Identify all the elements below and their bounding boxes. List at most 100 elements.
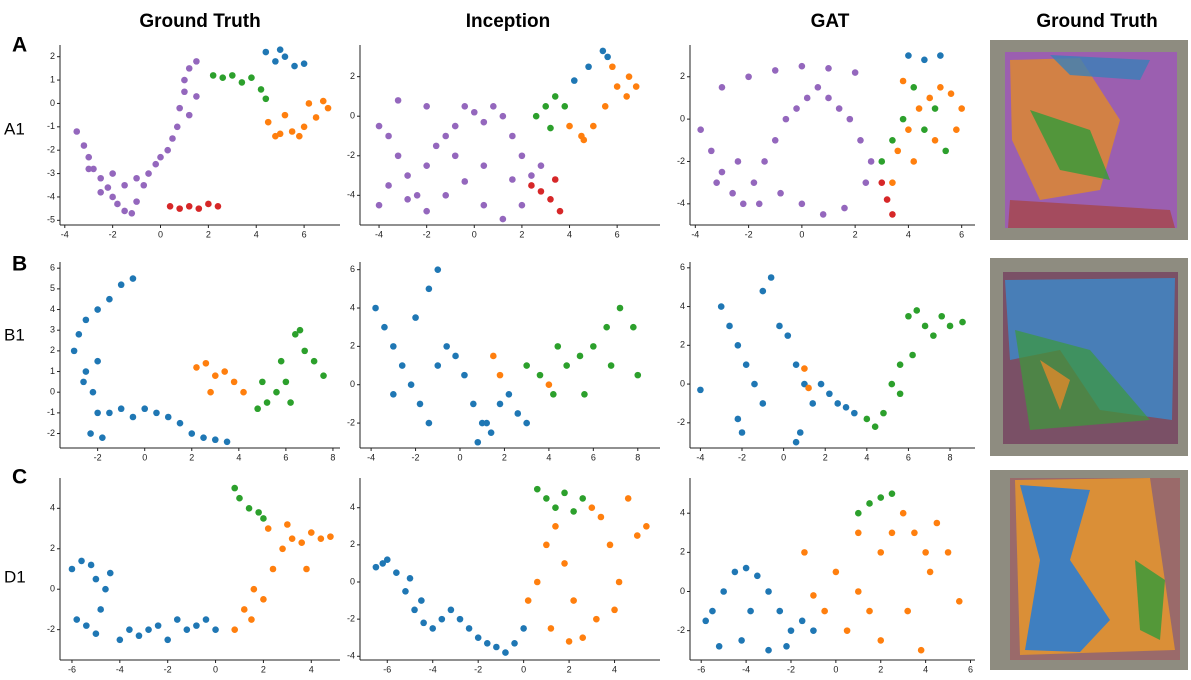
y-tick-label: 0 (50, 387, 55, 397)
point (373, 564, 380, 571)
point (537, 372, 544, 379)
y-tick-label: -2 (347, 417, 355, 427)
point (626, 73, 633, 80)
y-tick-label: -2 (677, 625, 685, 635)
point (932, 137, 939, 144)
point (212, 626, 219, 633)
point (224, 439, 231, 446)
point (93, 630, 100, 637)
point (894, 148, 901, 155)
figure: Ground Truth Inception GAT Ground Truth … (0, 0, 1191, 675)
y-tick-label: -2 (47, 624, 55, 634)
point (768, 274, 775, 281)
point (726, 323, 733, 330)
point (616, 579, 623, 586)
point (926, 95, 933, 102)
y-tick-label: -4 (677, 198, 685, 208)
point (818, 381, 825, 388)
point (395, 97, 402, 104)
y-tick-label: 1 (50, 366, 55, 376)
point (561, 490, 568, 497)
x-tick-label: 0 (799, 229, 804, 239)
point (608, 362, 615, 369)
tissue-image (990, 40, 1188, 240)
point (325, 105, 332, 112)
x-tick-label: -4 (375, 229, 383, 239)
point (602, 103, 609, 110)
point (283, 379, 290, 386)
point (140, 182, 147, 189)
point (97, 606, 104, 613)
point (547, 125, 554, 132)
point (528, 172, 535, 179)
y-tick-label: -1 (47, 121, 55, 131)
point (509, 133, 516, 140)
row-label: D1 (4, 567, 26, 586)
point (607, 542, 614, 549)
point (490, 353, 497, 360)
x-tick-label: -4 (691, 229, 699, 239)
point (880, 410, 887, 417)
point (500, 113, 507, 120)
point (697, 387, 704, 394)
point (311, 358, 318, 365)
point (633, 83, 640, 90)
point (805, 385, 812, 392)
x-tick-label: 4 (923, 664, 928, 674)
point (519, 152, 526, 159)
x-tick-label: 2 (502, 452, 507, 462)
point (229, 72, 236, 79)
point (246, 505, 253, 512)
point (207, 389, 214, 396)
point (130, 414, 137, 421)
point (751, 381, 758, 388)
point (765, 647, 772, 654)
point (442, 192, 449, 199)
point (609, 63, 616, 70)
y-tick-label: 0 (350, 379, 355, 389)
point (581, 137, 588, 144)
y-tick-label: 0 (350, 111, 355, 121)
y-tick-label: 2 (350, 341, 355, 351)
point (474, 439, 481, 446)
x-tick-label: 2 (823, 452, 828, 462)
point (756, 201, 763, 208)
point (877, 549, 884, 556)
point (133, 198, 140, 205)
point (260, 596, 267, 603)
point (751, 179, 758, 186)
point (799, 201, 806, 208)
x-tick-label: 6 (283, 452, 288, 462)
x-tick-label: 0 (213, 664, 218, 674)
point (804, 95, 811, 102)
point (930, 332, 937, 339)
point (889, 179, 896, 186)
x-tick-label: 8 (330, 452, 335, 462)
point (408, 381, 415, 388)
point (708, 148, 715, 155)
point (87, 430, 94, 437)
point (528, 182, 535, 189)
column-title: GAT (811, 11, 850, 32)
point (461, 103, 468, 110)
point (937, 84, 944, 91)
point (385, 182, 392, 189)
point (186, 65, 193, 72)
point (260, 515, 267, 522)
point (296, 133, 303, 140)
point (593, 616, 600, 623)
y-tick-label: 1 (50, 74, 55, 84)
point (71, 348, 78, 355)
point (177, 420, 184, 427)
scatter-chart: -6-4-2024-2024 (47, 478, 340, 674)
point (109, 194, 116, 201)
point (754, 573, 761, 580)
y-tick-label: 0 (680, 378, 685, 388)
point (426, 286, 433, 293)
point (193, 58, 200, 65)
point (843, 404, 850, 411)
point (855, 510, 862, 517)
point (793, 439, 800, 446)
point (90, 389, 97, 396)
point (306, 100, 313, 107)
